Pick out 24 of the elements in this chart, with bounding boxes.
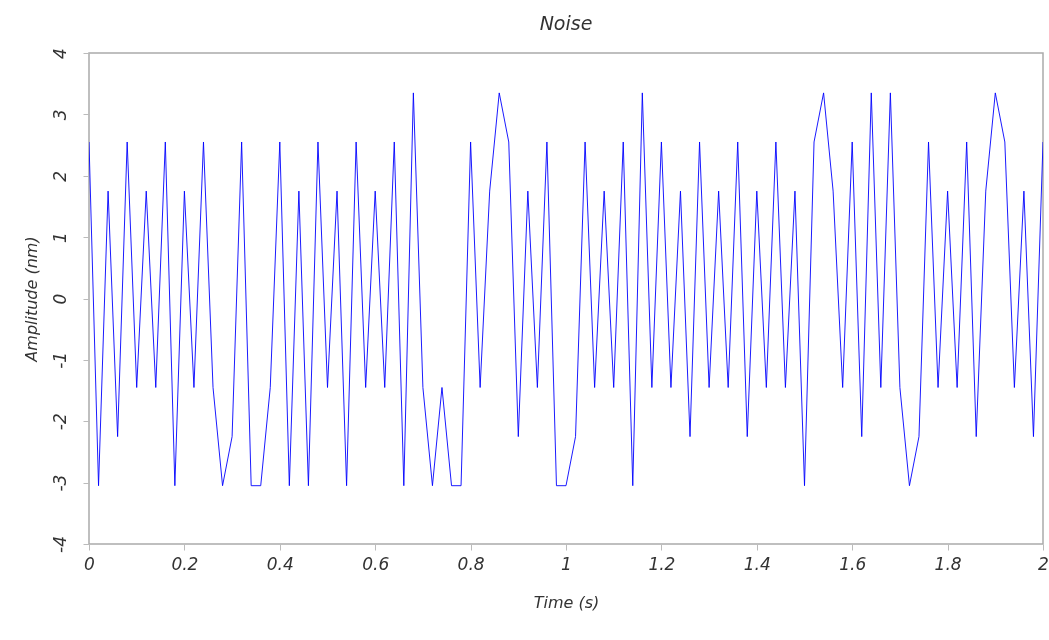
y-tick-label: 2 — [49, 170, 70, 182]
line-series — [89, 92, 1043, 487]
x-tick-label: 0 — [84, 553, 95, 574]
x-tick-label: 1.8 — [934, 553, 962, 574]
x-tick-label: 1.4 — [743, 553, 771, 574]
x-tick-label: 0.6 — [362, 553, 390, 574]
y-tick-label: 0 — [49, 293, 70, 305]
x-tick-label: 0.2 — [171, 553, 199, 574]
y-tick-label: -2 — [49, 413, 70, 431]
y-tick-label: -1 — [49, 351, 70, 369]
x-tick-label: 2 — [1038, 553, 1049, 574]
y-axis-title: Amplitude (nm) — [21, 236, 41, 363]
y-tick-label: 4 — [49, 48, 70, 59]
x-tick-label: 0.8 — [457, 553, 485, 574]
x-axis-title: Time (s) — [533, 592, 600, 612]
y-tick-label: -3 — [49, 474, 70, 492]
x-tick-label: 1 — [561, 553, 572, 574]
x-tick-label: 1.2 — [648, 553, 676, 574]
y-tick-label: -4 — [49, 536, 70, 553]
chart-title: Noise — [539, 11, 593, 34]
y-tick-label: 3 — [49, 109, 70, 121]
x-tick-label: 1.6 — [839, 553, 867, 574]
x-tick-label: 0.4 — [266, 553, 294, 574]
y-tick-label: 1 — [49, 232, 70, 244]
